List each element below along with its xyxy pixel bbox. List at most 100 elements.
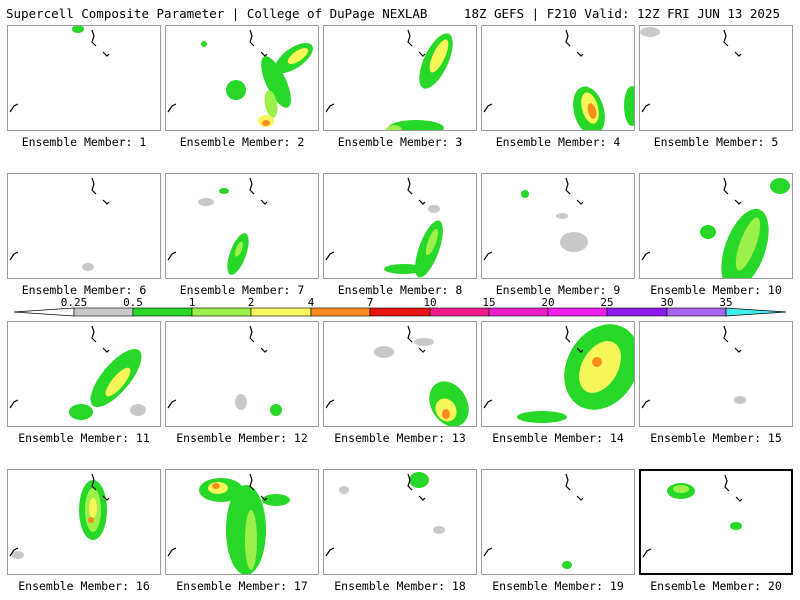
legend-tick-label: 30 — [660, 296, 673, 309]
scp-contour — [198, 198, 214, 206]
coastline — [723, 177, 729, 195]
forecast-map — [642, 474, 743, 558]
coastline — [249, 325, 255, 343]
scp-contour — [262, 494, 290, 506]
ensemble-panel-6[interactable] — [7, 173, 161, 279]
coastline — [565, 177, 571, 195]
coastline — [734, 347, 742, 353]
legend-tick-label: 4 — [308, 296, 315, 309]
scp-contour — [245, 510, 257, 570]
forecast-map — [483, 177, 588, 261]
coastline — [249, 29, 255, 47]
coastline — [576, 199, 584, 205]
scp-contour — [735, 217, 761, 271]
legend-swatch — [132, 307, 193, 317]
ensemble-member-label: Ensemble Member: 16 — [18, 579, 150, 593]
scp-contour — [105, 367, 131, 397]
scp-contour — [384, 264, 424, 274]
coastline — [483, 251, 493, 261]
scp-contour — [556, 213, 568, 219]
legend-swatch — [488, 307, 549, 317]
ensemble-member-label: Ensemble Member: 6 — [21, 283, 147, 297]
coastline — [641, 103, 651, 113]
scp-contour — [219, 188, 229, 194]
coastline — [325, 547, 335, 557]
scp-contour — [730, 522, 742, 530]
coastline — [167, 399, 177, 409]
forecast-map — [167, 29, 313, 127]
ensemble-panel-19[interactable] — [481, 469, 635, 575]
coastline — [483, 399, 493, 409]
legend-swatch — [429, 307, 490, 317]
scp-contour — [433, 526, 445, 534]
forecast-map — [640, 27, 742, 113]
legend-swatch — [547, 307, 608, 317]
coastline — [91, 177, 97, 195]
ensemble-panel-1[interactable] — [7, 25, 161, 131]
legend-swatch — [191, 307, 252, 317]
scp-contour — [235, 394, 247, 410]
coastline — [565, 473, 571, 491]
scp-contour — [212, 483, 220, 489]
legend-swatch — [369, 307, 431, 317]
legend-swatch — [666, 307, 727, 317]
forecast-map — [641, 177, 790, 278]
ensemble-panel-3[interactable] — [323, 25, 477, 131]
scp-contour — [226, 80, 246, 100]
legend-arrow-high — [725, 307, 787, 317]
ensemble-panel-4[interactable] — [481, 25, 635, 131]
scp-contour — [72, 26, 84, 33]
forecast-map — [483, 324, 634, 423]
forecast-map — [325, 325, 469, 426]
scp-contour — [562, 561, 572, 569]
ensemble-panel-14[interactable] — [481, 321, 635, 427]
ensemble-member-label: Ensemble Member: 13 — [334, 431, 466, 445]
scp-contour — [587, 103, 597, 119]
coastline — [167, 103, 177, 113]
scp-contour — [640, 27, 660, 37]
ensemble-panel-5[interactable] — [639, 25, 793, 131]
ensemble-member-label: Ensemble Member: 8 — [337, 283, 463, 297]
forecast-map — [325, 177, 443, 278]
coastline — [407, 325, 413, 343]
ensemble-panel-7[interactable] — [165, 173, 319, 279]
ensemble-panel-16[interactable] — [7, 469, 161, 575]
ensemble-panel-2[interactable] — [165, 25, 319, 131]
coastline — [325, 251, 335, 261]
ensemble-panel-17[interactable] — [165, 469, 319, 575]
coastline — [641, 399, 651, 409]
coastline — [641, 251, 651, 261]
coastline — [565, 29, 571, 47]
coastline — [642, 548, 652, 558]
ensemble-panel-18[interactable] — [323, 469, 477, 575]
coastline — [9, 547, 19, 557]
ensemble-panel-20[interactable] — [639, 469, 793, 575]
scp-contour — [88, 517, 94, 523]
scp-contour — [82, 263, 94, 271]
ensemble-panel-12[interactable] — [165, 321, 319, 427]
ensemble-panel-11[interactable] — [7, 321, 161, 427]
ensemble-member-label: Ensemble Member: 11 — [18, 431, 150, 445]
forecast-map — [641, 325, 746, 409]
ensemble-panel-15[interactable] — [639, 321, 793, 427]
coastline — [325, 399, 335, 409]
coastline — [576, 51, 584, 57]
ensemble-member-label: Ensemble Member: 2 — [179, 135, 305, 149]
scp-contour — [409, 472, 429, 488]
coastline — [724, 474, 730, 492]
ensemble-panel-8[interactable] — [323, 173, 477, 279]
coastline — [418, 199, 426, 205]
ensemble-member-label: Ensemble Member: 4 — [495, 135, 621, 149]
ensemble-panel-10[interactable] — [639, 173, 793, 279]
ensemble-member-label: Ensemble Member: 5 — [653, 135, 779, 149]
scp-contour — [734, 396, 746, 404]
legend-swatch — [73, 307, 134, 317]
scp-contour — [264, 90, 278, 118]
legend-swatch — [250, 307, 312, 317]
scp-contour — [130, 404, 146, 416]
ensemble-panel-13[interactable] — [323, 321, 477, 427]
forecast-map — [9, 26, 110, 113]
ensemble-member-label: Ensemble Member: 3 — [337, 135, 463, 149]
ensemble-panel-9[interactable] — [481, 173, 635, 279]
scp-contour — [69, 404, 93, 420]
